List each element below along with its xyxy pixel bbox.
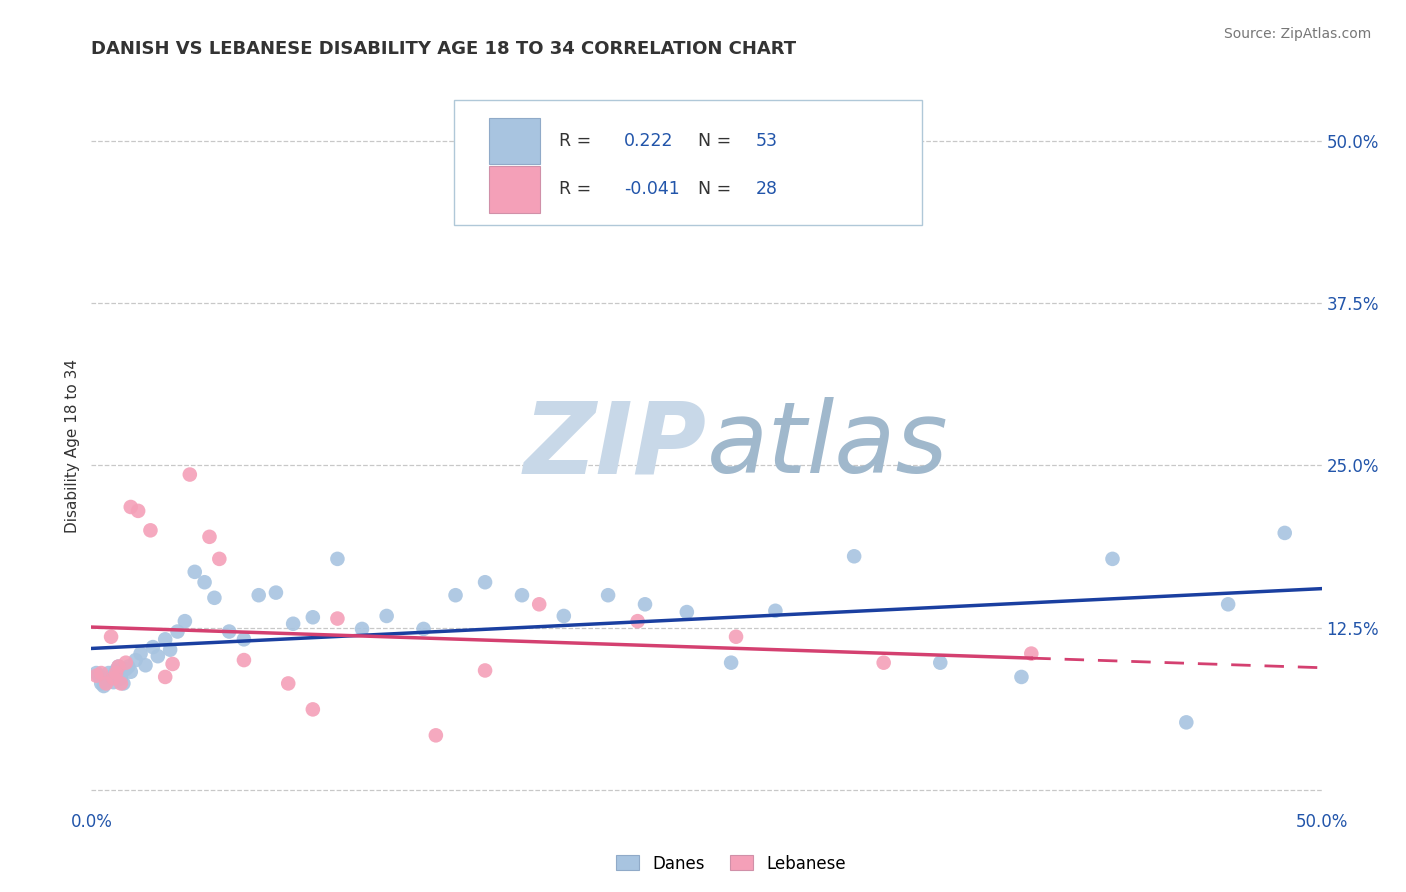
Point: [1216, 597, 1240, 611]
Point: [146, 649, 169, 664]
Point: [112, 676, 135, 690]
Point: [720, 656, 742, 670]
Point: [208, 552, 231, 566]
Point: [90, 666, 112, 681]
Point: [247, 588, 270, 602]
Point: [100, 630, 122, 644]
Point: [114, 662, 138, 676]
Point: [1021, 647, 1043, 661]
Text: 28: 28: [756, 180, 778, 198]
Text: R =: R =: [558, 180, 596, 198]
Point: [129, 647, 152, 661]
Point: [114, 656, 138, 670]
Point: [107, 659, 129, 673]
Point: [179, 467, 201, 482]
Text: DANISH VS LEBANESE DISABILITY AGE 18 TO 34 CORRELATION CHART: DANISH VS LEBANESE DISABILITY AGE 18 TO …: [91, 40, 797, 58]
Point: [842, 549, 865, 564]
Point: [1010, 670, 1032, 684]
Point: [135, 658, 156, 673]
Text: N =: N =: [697, 180, 737, 198]
Point: [105, 664, 127, 678]
Point: [277, 676, 299, 690]
Point: [127, 504, 149, 518]
Point: [159, 642, 181, 657]
Point: [166, 624, 188, 639]
Text: N =: N =: [697, 132, 737, 150]
Point: [198, 530, 221, 544]
Point: [124, 653, 146, 667]
Legend: Danes, Lebanese: Danes, Lebanese: [609, 848, 853, 880]
Point: [96, 673, 117, 687]
Text: 0.222: 0.222: [624, 132, 673, 150]
Point: [596, 588, 619, 602]
Point: [301, 610, 323, 624]
Point: [626, 614, 648, 628]
Bar: [489, 166, 540, 212]
Point: [103, 671, 125, 685]
Text: Source: ZipAtlas.com: Source: ZipAtlas.com: [1223, 27, 1371, 41]
Point: [86, 666, 108, 681]
Point: [232, 653, 256, 667]
Point: [634, 597, 657, 611]
Text: R =: R =: [558, 132, 596, 150]
Point: [142, 640, 165, 654]
Point: [105, 666, 127, 681]
Point: [553, 609, 575, 624]
Point: [1175, 715, 1198, 730]
Point: [90, 676, 112, 690]
Point: [264, 585, 287, 599]
Point: [1101, 552, 1123, 566]
Point: [162, 657, 184, 671]
Point: [153, 632, 177, 647]
Point: [301, 702, 323, 716]
Point: [96, 676, 117, 690]
Point: [474, 575, 496, 590]
Point: [100, 670, 122, 684]
Point: [193, 575, 217, 590]
Point: [93, 679, 115, 693]
Text: atlas: atlas: [706, 398, 948, 494]
Point: [281, 616, 304, 631]
Text: ZIP: ZIP: [523, 398, 706, 494]
Point: [352, 622, 374, 636]
Point: [425, 728, 447, 742]
Point: [474, 664, 496, 678]
Point: [202, 591, 225, 605]
Point: [232, 632, 256, 647]
Point: [527, 597, 550, 611]
Text: -0.041: -0.041: [624, 180, 681, 198]
Text: 53: 53: [756, 132, 778, 150]
Point: [120, 500, 142, 514]
Point: [326, 611, 349, 625]
Point: [929, 656, 952, 670]
Point: [117, 659, 139, 673]
Point: [86, 668, 108, 682]
Point: [872, 656, 894, 670]
Point: [103, 675, 125, 690]
Point: [174, 614, 197, 628]
Point: [110, 671, 132, 685]
Point: [444, 588, 467, 602]
Point: [97, 666, 120, 681]
Point: [375, 609, 398, 624]
Point: [110, 676, 132, 690]
Point: [107, 659, 129, 673]
Bar: [489, 118, 540, 164]
Point: [87, 668, 110, 682]
Point: [153, 670, 177, 684]
Point: [510, 588, 533, 602]
Point: [120, 665, 142, 679]
Point: [218, 624, 240, 639]
Point: [183, 565, 207, 579]
Y-axis label: Disability Age 18 to 34: Disability Age 18 to 34: [65, 359, 80, 533]
FancyBboxPatch shape: [454, 100, 922, 225]
Point: [725, 630, 748, 644]
Point: [139, 524, 162, 538]
Point: [675, 605, 697, 619]
Point: [765, 604, 787, 618]
Point: [326, 552, 349, 566]
Point: [1274, 525, 1296, 540]
Point: [412, 622, 434, 636]
